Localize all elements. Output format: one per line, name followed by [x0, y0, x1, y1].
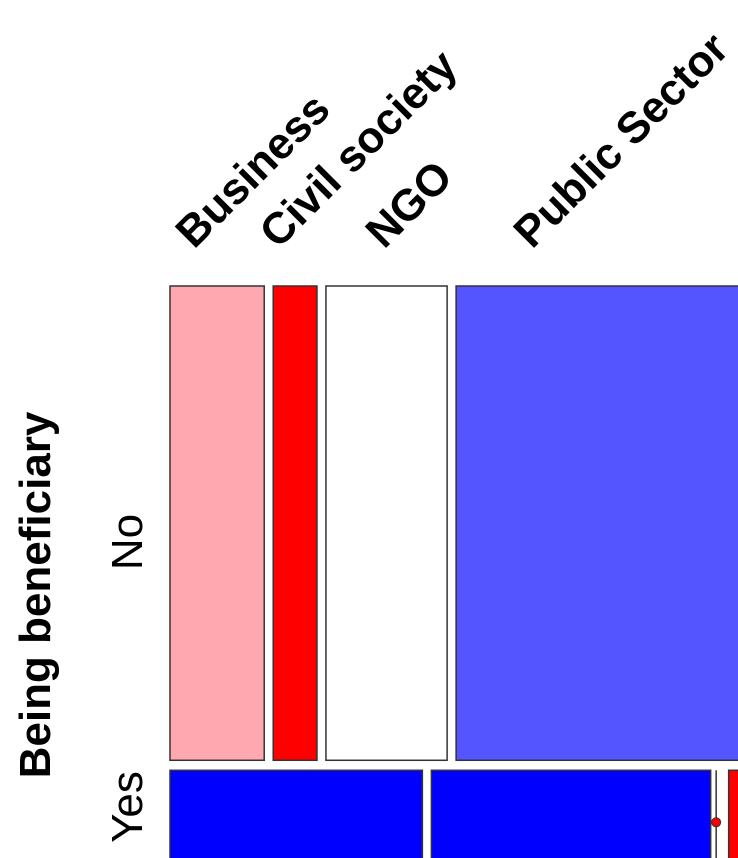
row-label-no: No — [103, 514, 152, 570]
tile-yes-business — [169, 769, 424, 858]
tile-yes-public-sector — [727, 769, 738, 858]
tile-yes-ngo-empty-marker — [711, 817, 722, 828]
row-axis-title: Being beneficiary — [11, 411, 60, 778]
tile-no-business — [169, 285, 265, 762]
tile-no-civil-society — [272, 285, 318, 762]
row-label-yes: Yes — [103, 771, 152, 843]
mosaic-tiles — [169, 285, 738, 858]
column-label-public-sector: Public Sector — [504, 24, 737, 257]
tile-yes-civil-society — [430, 769, 712, 858]
tile-no-public-sector — [455, 285, 738, 762]
tile-no-ngo — [325, 285, 448, 762]
